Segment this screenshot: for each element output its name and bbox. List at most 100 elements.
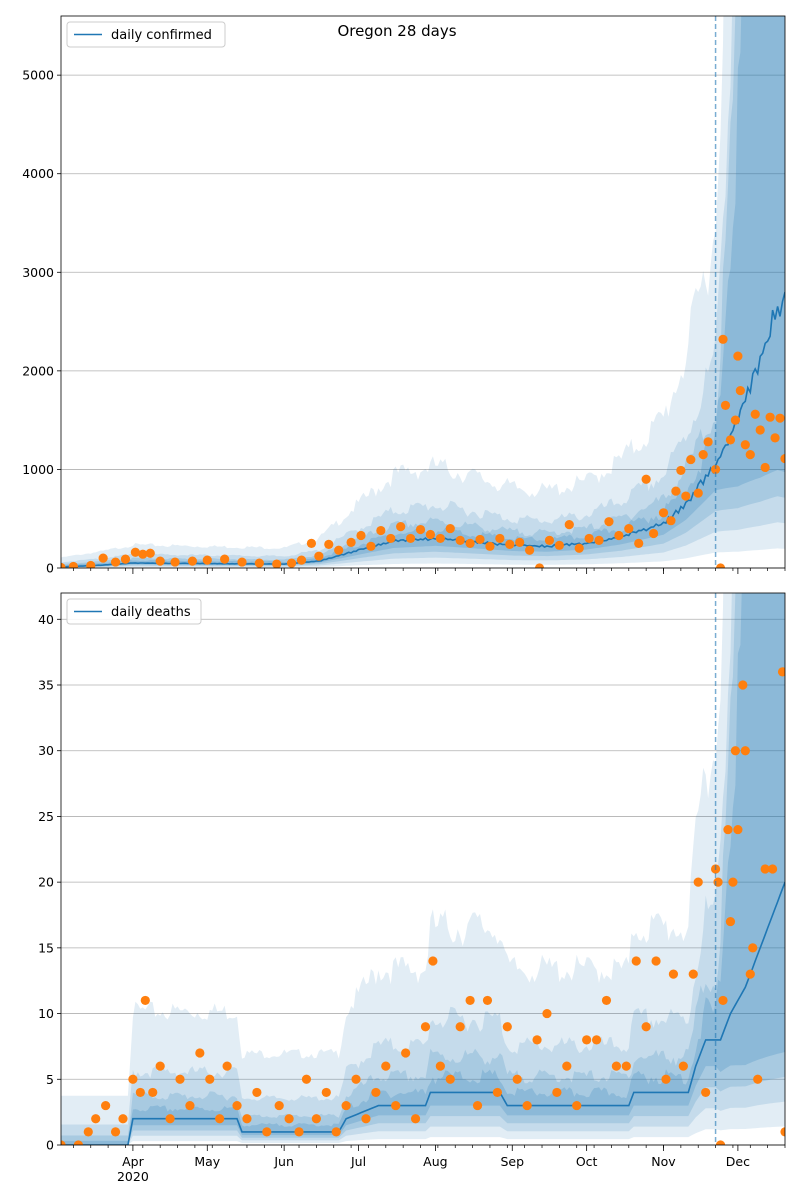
- observed-point: [750, 409, 760, 419]
- observed-point: [648, 528, 659, 539]
- observed-point: [435, 1061, 445, 1071]
- observed-point: [195, 1048, 205, 1058]
- observed-point: [381, 1061, 391, 1071]
- observed-point: [693, 877, 703, 887]
- observed-point: [534, 563, 545, 568]
- median-line: [61, 881, 785, 1145]
- observed-point: [554, 540, 564, 550]
- uncertainty-band: [61, 593, 785, 1145]
- observed-point: [391, 1100, 401, 1111]
- observed-point: [465, 538, 475, 548]
- observed-point: [755, 425, 765, 435]
- observed-point: [135, 1087, 145, 1098]
- observed-point: [165, 1114, 175, 1124]
- plot-area: [61, 16, 785, 568]
- observed-point: [425, 529, 436, 540]
- observed-point: [272, 559, 282, 568]
- observed-point: [140, 995, 150, 1006]
- x-tick-label: Jun: [273, 1154, 294, 1169]
- observed-point: [666, 516, 676, 526]
- observed-point: [502, 1022, 512, 1032]
- observed-point: [733, 351, 743, 361]
- observed-point: [145, 548, 155, 558]
- observed-point: [321, 1087, 331, 1098]
- confirmed-panel: 0 1000 2000 3000 4000 5000 daily confirmed: [22, 15, 786, 576]
- x-tick-label: 2020: [117, 1169, 149, 1184]
- observed-point: [582, 1035, 592, 1045]
- observed-point: [631, 956, 641, 966]
- observed-point: [735, 385, 745, 396]
- observed-point: [215, 1114, 225, 1124]
- observed-point: [725, 916, 736, 927]
- observed-point: [611, 1061, 621, 1071]
- observed-point: [604, 517, 614, 527]
- y-tick-label: 0: [46, 561, 54, 576]
- observed-point: [334, 545, 344, 555]
- observed-point: [572, 1100, 582, 1111]
- y-tick-label: 4000: [22, 166, 54, 181]
- uncertainty-band: [61, 593, 785, 1145]
- uncertainty-band: [61, 16, 785, 568]
- observed-point: [274, 1100, 284, 1111]
- y-tick-label: 35: [38, 678, 54, 693]
- observed-point: [768, 864, 778, 874]
- y-tick-label: 1000: [22, 462, 54, 477]
- observed-point: [138, 549, 148, 559]
- legend-label: daily deaths: [111, 605, 191, 620]
- observed-point: [740, 746, 750, 756]
- observed-point: [130, 547, 140, 557]
- observed-point: [748, 943, 758, 953]
- observed-point: [728, 877, 738, 887]
- uncertainty-band: [61, 16, 785, 568]
- observed-point: [61, 562, 66, 568]
- axes-frame: [60, 592, 786, 1146]
- observed-point: [366, 541, 376, 551]
- observed-point: [765, 412, 775, 422]
- observed-point: [634, 538, 644, 548]
- observed-point: [678, 1061, 688, 1071]
- observed-point: [624, 523, 634, 534]
- observed-point: [591, 1035, 602, 1045]
- observed-point: [668, 969, 679, 979]
- observed-point: [86, 560, 96, 568]
- observed-point: [686, 454, 696, 465]
- observed-point: [482, 995, 493, 1006]
- observed-point: [760, 864, 770, 874]
- y-tick-label: 0: [46, 1138, 54, 1153]
- x-tick-label: Sep: [500, 1154, 524, 1169]
- observed-point: [641, 1022, 651, 1032]
- axes-frame: [60, 15, 786, 569]
- legend-box: [66, 21, 226, 48]
- x-tick-label: Apr: [122, 1154, 144, 1169]
- observed-point: [341, 1100, 351, 1111]
- observed-point: [715, 563, 726, 568]
- observed-point: [710, 464, 721, 475]
- observed-point: [542, 1008, 552, 1019]
- observed-point: [91, 1114, 101, 1124]
- observed-point: [601, 995, 612, 1006]
- x-tick-label: Jul: [350, 1154, 366, 1169]
- observed-point: [311, 1114, 321, 1124]
- observed-point: [232, 1100, 242, 1111]
- observed-point: [110, 557, 121, 567]
- observed-point: [410, 1114, 421, 1124]
- observed-point: [730, 415, 741, 425]
- observed-point: [688, 969, 698, 979]
- plot-area: [61, 593, 785, 1145]
- observed-point: [98, 553, 108, 563]
- observed-point: [701, 1087, 711, 1098]
- observed-point: [331, 1127, 341, 1137]
- observed-point: [61, 1140, 66, 1145]
- observed-point: [693, 488, 703, 498]
- observed-point: [445, 1074, 455, 1084]
- observed-point: [594, 535, 604, 546]
- observed-point: [522, 1100, 532, 1111]
- observed-point: [356, 530, 366, 541]
- observed-point: [780, 453, 785, 464]
- observed-point: [740, 440, 750, 450]
- observed-point: [562, 1061, 572, 1071]
- observed-point: [564, 520, 574, 530]
- observed-point: [361, 1114, 371, 1124]
- observed-point: [185, 1100, 195, 1111]
